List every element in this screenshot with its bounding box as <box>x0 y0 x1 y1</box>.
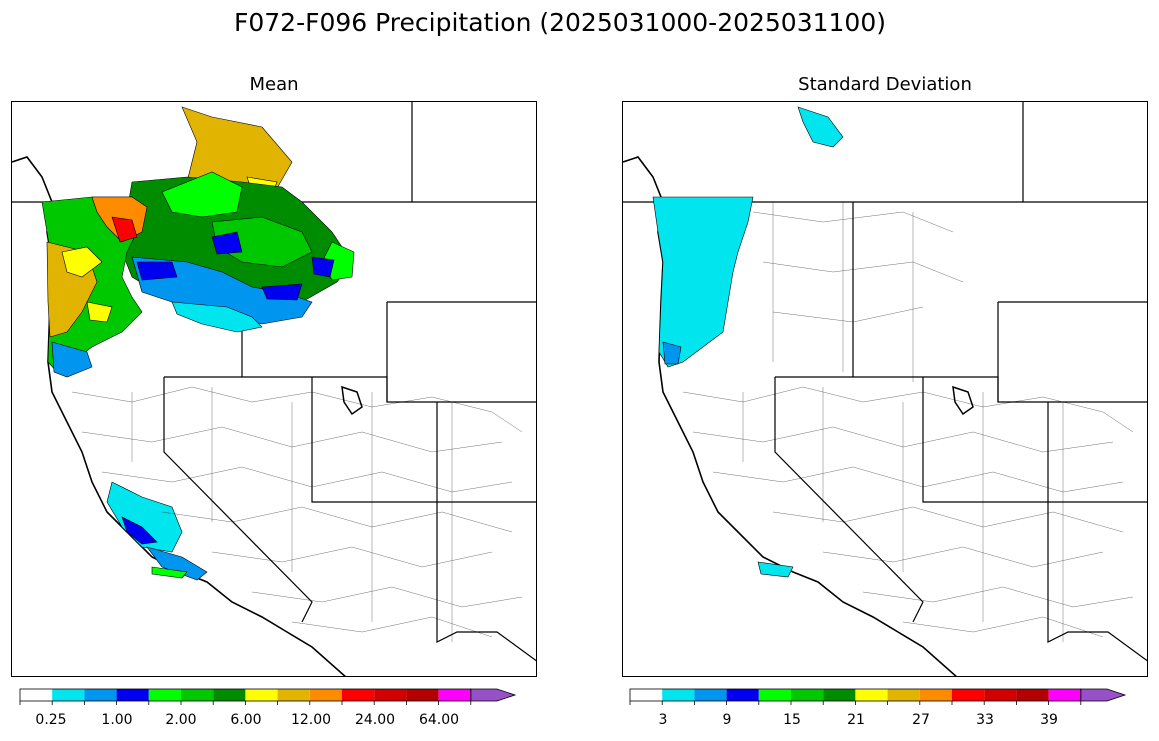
std-colorbar-swatch <box>662 689 694 701</box>
std-colorbar <box>629 688 1139 728</box>
std-colorbar-swatch <box>1016 689 1048 701</box>
mean-tick-label: 0.25 <box>35 712 66 728</box>
std-colorbar-swatch <box>888 689 920 701</box>
mean-colorbar-swatch <box>213 689 245 701</box>
mean-tick-label: 6.00 <box>230 712 261 728</box>
mean-colorbar-swatch <box>374 689 406 701</box>
std-tick-label: 9 <box>723 712 732 728</box>
std-tick-label: 39 <box>1040 712 1058 728</box>
mean-colorbar-swatch <box>149 689 181 701</box>
mean-colorbar-swatch <box>439 689 471 701</box>
mean-colorbar-swatch <box>278 689 310 701</box>
mean-colorbar-swatch <box>20 689 52 701</box>
std-tick-label: 27 <box>912 712 930 728</box>
mean-tick-label: 1.00 <box>101 712 132 728</box>
mean-colorbar-swatch <box>310 689 342 701</box>
figure-title: F072-F096 Precipitation (2025031000-2025… <box>0 8 1120 37</box>
std-colorbar-swatch <box>1049 689 1081 701</box>
std-map <box>623 102 1148 677</box>
mean-colorbar-swatch <box>245 689 277 701</box>
region-wa-or-cyan <box>653 197 753 367</box>
std-colorbar-swatch <box>630 689 662 701</box>
great-salt-lake <box>342 387 362 414</box>
mean-colorbar-swatch <box>84 689 116 701</box>
mean-colorbar-swatch <box>52 689 84 701</box>
std-colorbar-swatch <box>952 689 984 701</box>
mean-map-panel <box>11 101 537 677</box>
canada-border <box>412 102 537 202</box>
mean-panel-title: Mean <box>11 74 537 95</box>
std-map-panel <box>622 101 1148 677</box>
std-colorbar-swatch <box>791 689 823 701</box>
std-colorbar-swatch <box>823 689 855 701</box>
mean-tick-label: 64.00 <box>419 712 459 728</box>
std-tick-label: 3 <box>659 712 668 728</box>
std-colorbar-swatches <box>629 688 1141 712</box>
std-colorbar-swatch-extend-arrow <box>1081 689 1125 701</box>
mean-colorbar-swatch <box>117 689 149 701</box>
mean-tick-label: 12.00 <box>291 712 331 728</box>
mean-colorbar-swatch-extend-arrow <box>471 689 515 701</box>
mean-colorbar-swatches <box>19 688 531 712</box>
mean-colorbar-swatch <box>406 689 438 701</box>
std-colorbar-swatch <box>920 689 952 701</box>
std-panel-title: Standard Deviation <box>622 74 1148 95</box>
std-tick-label: 21 <box>847 712 865 728</box>
std-colorbar-swatch <box>727 689 759 701</box>
region-bc-cyan <box>798 107 843 147</box>
std-colorbar-swatch <box>855 689 887 701</box>
mean-colorbar-swatch <box>181 689 213 701</box>
std-tick-label: 33 <box>976 712 994 728</box>
mean-colorbar-swatch <box>342 689 374 701</box>
mean-tick-label: 24.00 <box>355 712 395 728</box>
mean-tick-label: 2.00 <box>165 712 196 728</box>
mean-map <box>12 102 537 677</box>
std-colorbar-swatch <box>759 689 791 701</box>
std-colorbar-swatch <box>694 689 726 701</box>
std-colorbar-swatch <box>984 689 1016 701</box>
std-tick-label: 15 <box>783 712 801 728</box>
